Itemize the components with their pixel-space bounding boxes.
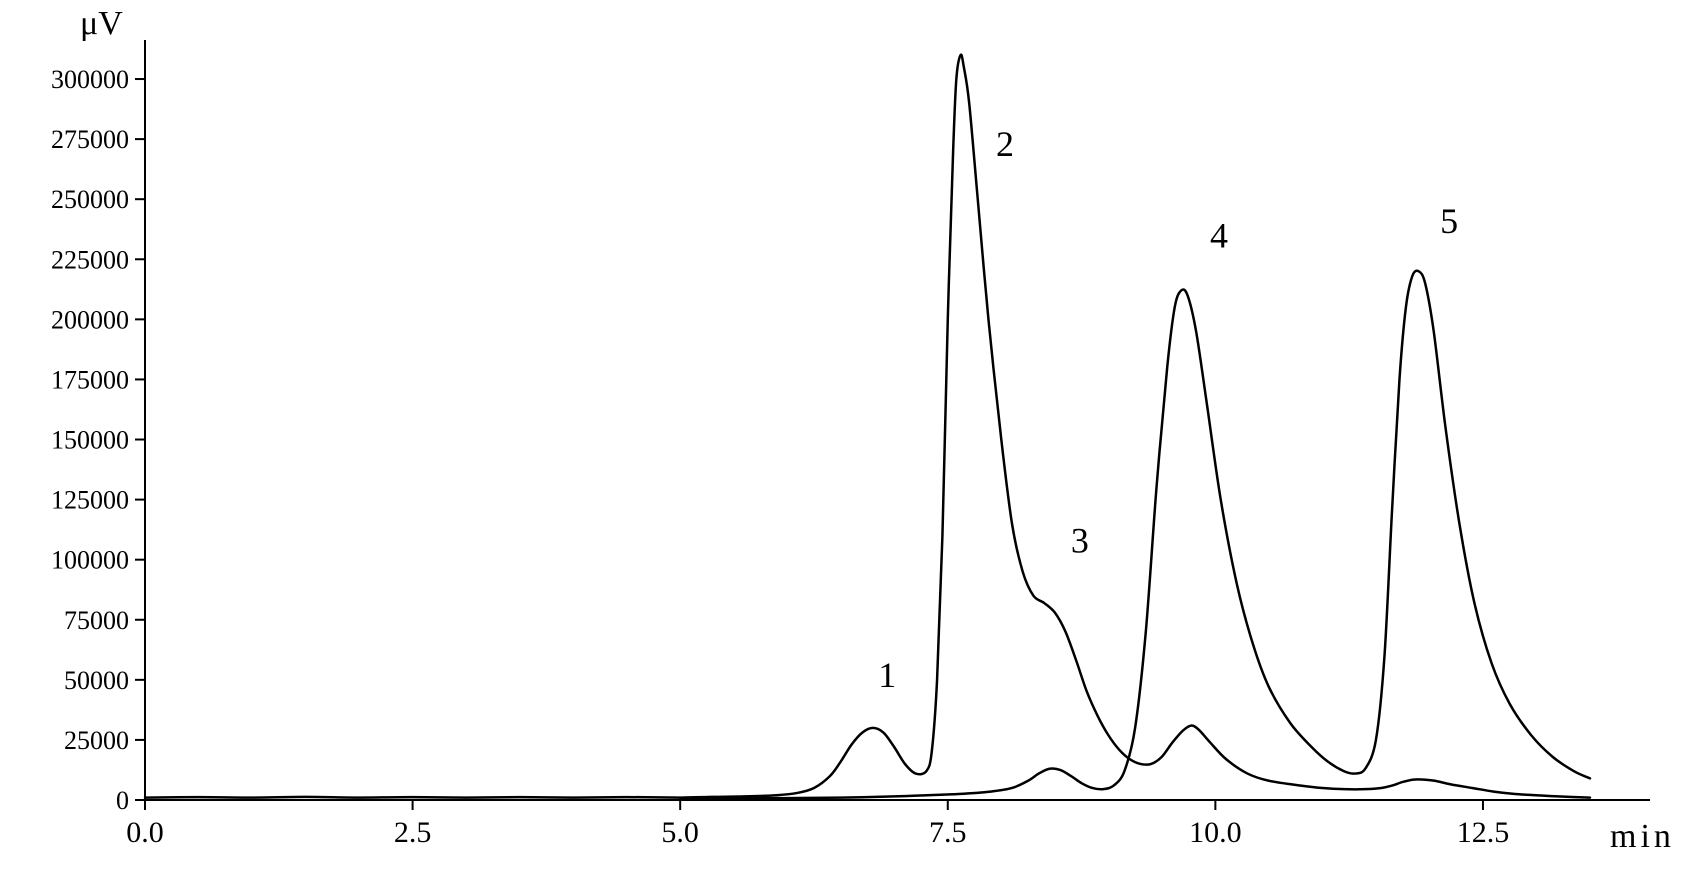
y-tick-label: 275000 <box>51 125 129 154</box>
x-tick-label: 7.5 <box>929 816 967 849</box>
trace-trace_secondary <box>680 271 1590 799</box>
y-tick-label: 250000 <box>51 185 129 214</box>
x-tick-label: 0.0 <box>126 816 164 849</box>
y-tick-label: 125000 <box>51 486 129 515</box>
y-tick-label: 300000 <box>51 65 129 94</box>
y-axis-label: μV <box>80 5 123 43</box>
chromatogram-chart: 0 25000 50000 75000 100000 125000 150000 175000… <box>0 0 1703 892</box>
trace-trace_main <box>145 55 1590 798</box>
peak-label-2: 2 <box>996 124 1014 164</box>
x-tick-label: 5.0 <box>661 816 699 849</box>
x-tick-label: 10.0 <box>1189 816 1242 849</box>
peak-label-4: 4 <box>1210 215 1228 255</box>
chart-svg: 0 25000 50000 75000 100000 125000 150000 175000… <box>0 0 1703 892</box>
y-tick-label: 25000 <box>64 726 129 755</box>
x-axis-label: min <box>1610 818 1675 856</box>
y-tick-label: 225000 <box>51 245 129 274</box>
y-tick-label: 50000 <box>64 666 129 695</box>
peak-label-1: 1 <box>878 655 896 695</box>
y-tick-label: 0 <box>116 786 129 815</box>
x-tick-label: 2.5 <box>394 816 432 849</box>
y-tick-label: 75000 <box>64 606 129 635</box>
y-tick-label: 100000 <box>51 546 129 575</box>
x-tick-label: 12.5 <box>1457 816 1510 849</box>
peak-label-5: 5 <box>1440 201 1458 241</box>
peak-label-3: 3 <box>1071 520 1089 560</box>
y-tick-label: 200000 <box>51 305 129 334</box>
y-tick-label: 175000 <box>51 365 129 394</box>
y-tick-label: 150000 <box>51 426 129 455</box>
